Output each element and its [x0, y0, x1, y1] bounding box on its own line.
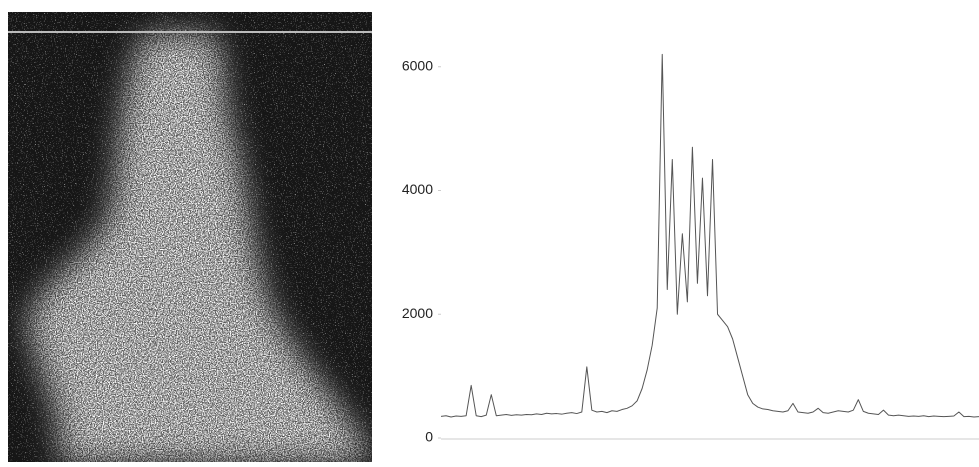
y-tick-label: 2000 — [402, 305, 433, 321]
y-tick-label: 6000 — [402, 57, 433, 73]
line-chart: 0 2000 4000 6000 — [402, 53, 979, 445]
data-line — [440, 53, 979, 418]
plume-speckle — [30, 36, 372, 462]
plume-image — [8, 12, 372, 462]
y-tick-label: 4000 — [402, 181, 433, 197]
y-tick-label: 0 — [425, 429, 433, 445]
